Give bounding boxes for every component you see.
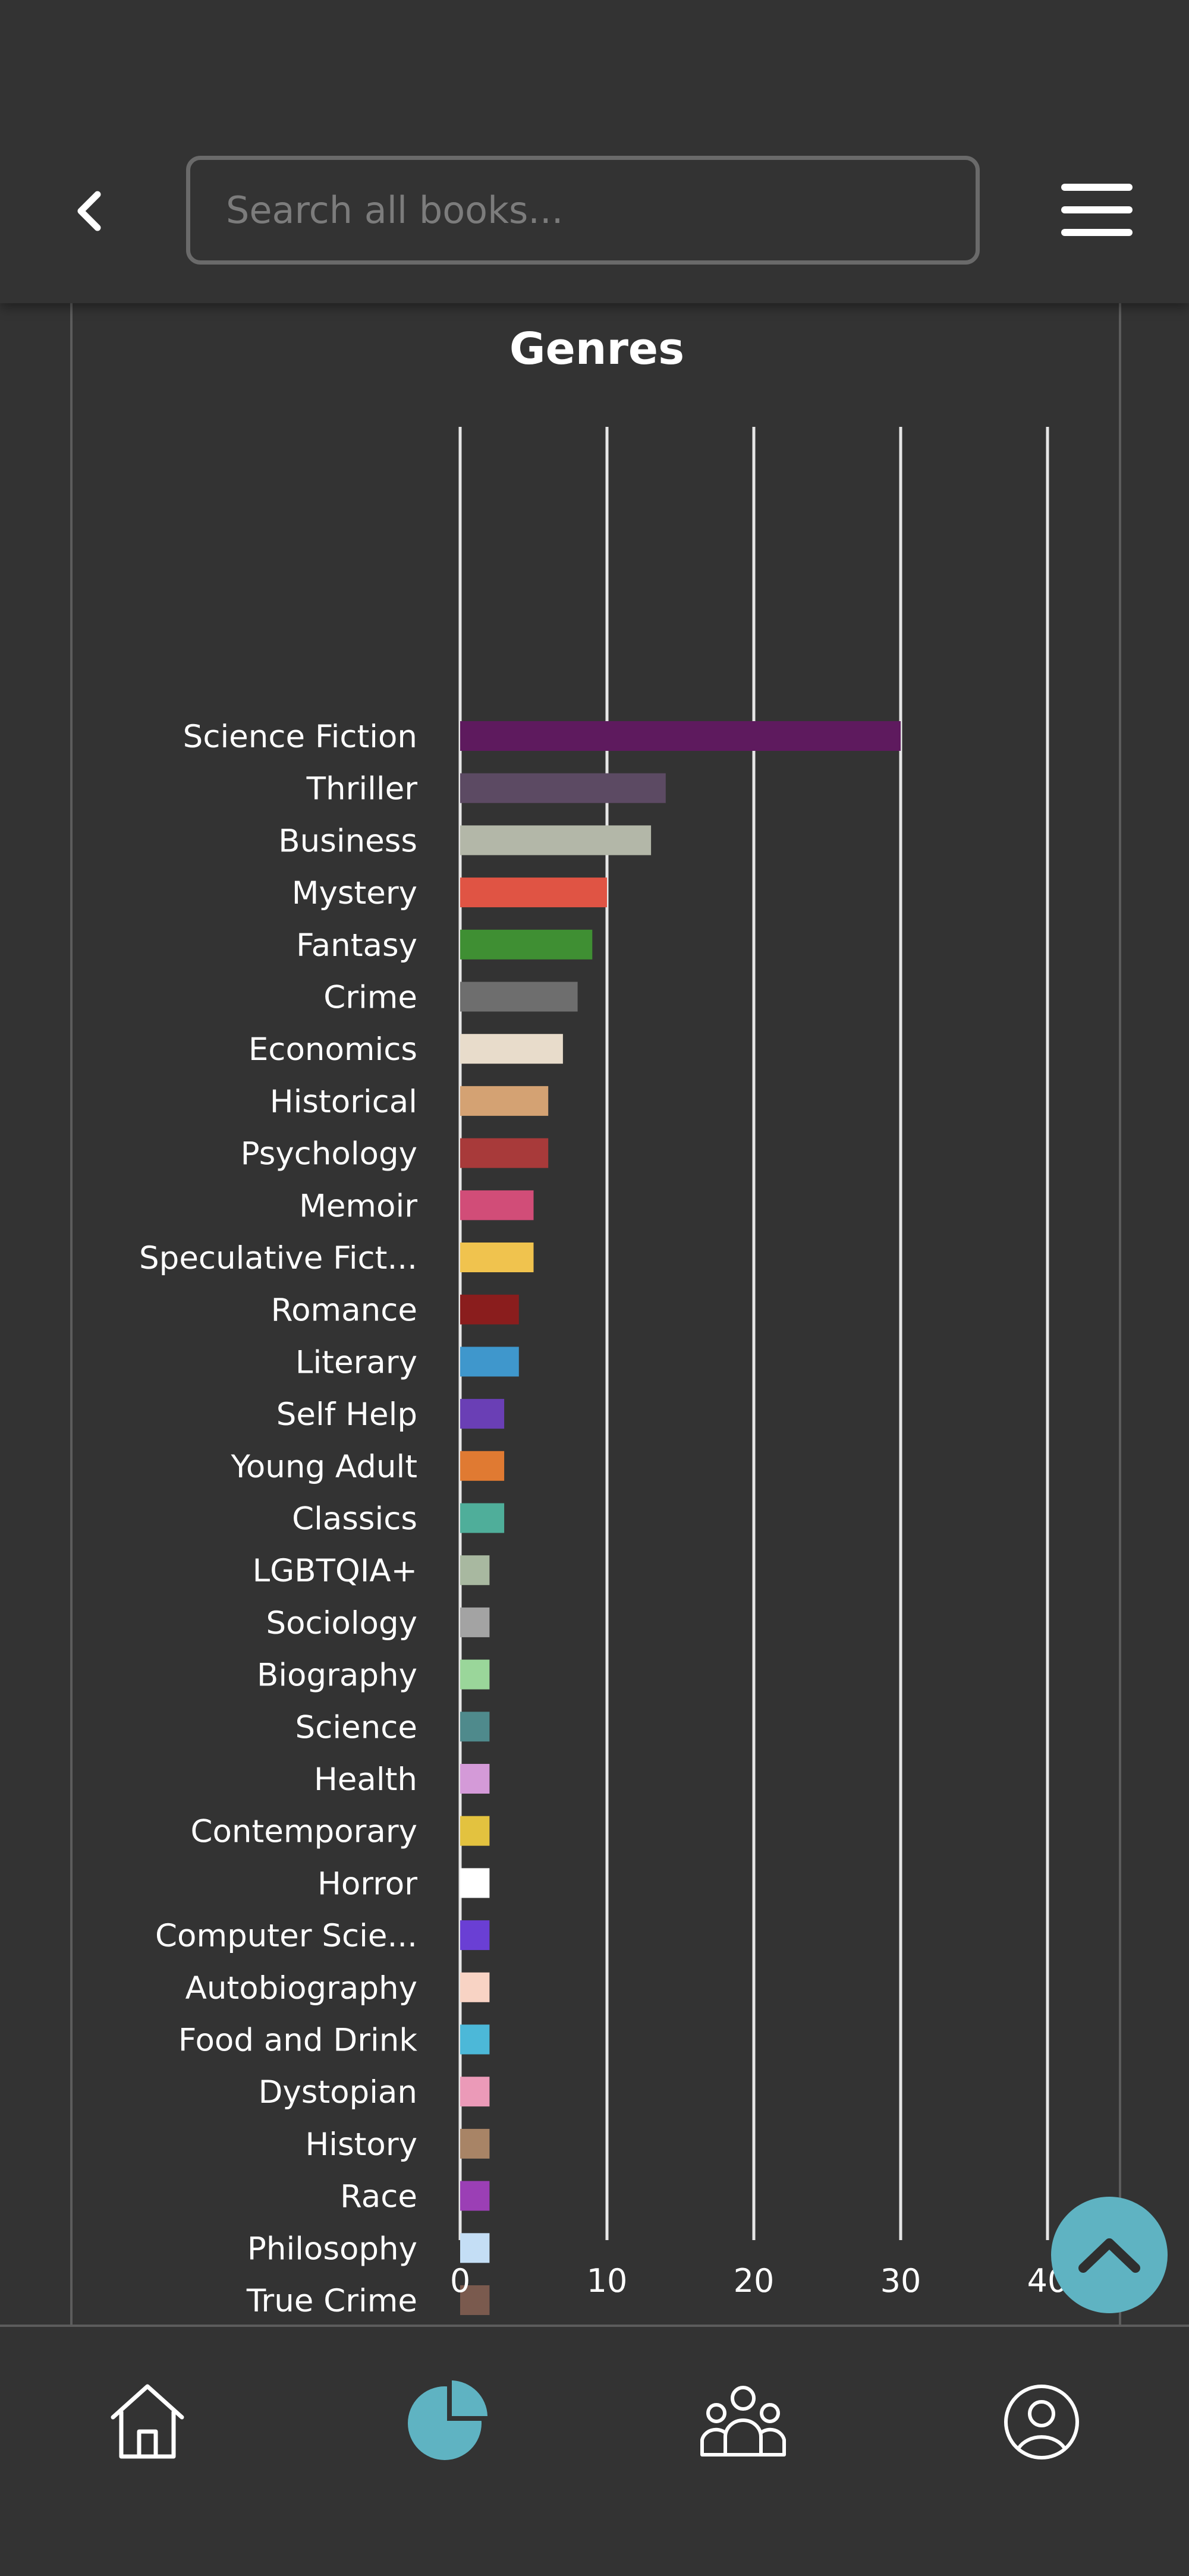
bar	[460, 1294, 519, 1325]
chevron-left-icon	[77, 191, 101, 231]
bottom-navigation	[0, 2325, 1189, 2576]
nav-home[interactable]	[94, 2369, 201, 2476]
bar	[460, 929, 593, 960]
bar	[460, 1868, 490, 1898]
category-label: True Crime	[246, 2283, 417, 2319]
bar	[460, 825, 652, 855]
category-label: Health	[314, 1762, 417, 1798]
bar	[460, 1243, 534, 1272]
category-label: Mystery	[292, 875, 417, 911]
bar	[460, 773, 666, 803]
category-label: Science Fiction	[183, 719, 417, 755]
bar	[460, 2285, 490, 2315]
search-input[interactable]	[186, 156, 980, 265]
category-label: Business	[278, 823, 417, 859]
nav-stats[interactable]	[392, 2369, 499, 2476]
bar	[460, 2128, 490, 2159]
bar	[460, 721, 901, 751]
grid-lines	[458, 427, 1049, 2240]
category-label: Economics	[249, 1031, 417, 1068]
category-label: Autobiography	[185, 1970, 417, 2006]
hamburger-menu-icon	[1061, 184, 1133, 236]
genres-chart: Genres Science Fiction Thriller Business My…	[139, 323, 1068, 2319]
bar	[460, 1920, 490, 1951]
bar	[460, 1086, 549, 1116]
category-label: Young Adult	[231, 1449, 418, 1485]
category-label: LGBTQIA+	[253, 1553, 417, 1589]
category-label: Horror	[317, 1866, 417, 1902]
category-label: Computer Scie...	[155, 1918, 417, 1954]
category-label: Biography	[257, 1657, 417, 1694]
chevron-up-icon	[1078, 2238, 1140, 2273]
category-label: History	[305, 2127, 417, 2163]
category-label: Fantasy	[296, 927, 417, 964]
bar	[460, 1764, 490, 1794]
pie-chart-icon	[408, 2380, 487, 2460]
bar	[460, 1607, 490, 1637]
nav-profile[interactable]	[988, 2369, 1095, 2476]
menu-button[interactable]	[1058, 177, 1135, 243]
category-label: Literary	[295, 1344, 417, 1380]
bar	[460, 877, 607, 908]
bar	[460, 1190, 534, 1221]
category-label: Thriller	[306, 771, 418, 807]
bar	[460, 1503, 505, 1533]
x-tick-label: 20	[734, 2262, 775, 2300]
bar	[460, 2077, 490, 2107]
bar	[460, 1034, 563, 1064]
bar	[460, 1555, 490, 1586]
bar	[460, 1659, 490, 1690]
category-label: Race	[340, 2179, 417, 2215]
chart-title: Genres	[509, 323, 684, 375]
bar	[460, 1138, 549, 1168]
bar	[460, 1347, 519, 1377]
category-label: Philosophy	[247, 2231, 417, 2267]
app-header	[0, 0, 1189, 303]
scroll-to-top-button[interactable]	[1051, 2197, 1168, 2313]
bar	[460, 2024, 490, 2055]
bar	[460, 2233, 490, 2263]
back-button[interactable]	[59, 178, 119, 244]
bars	[460, 721, 901, 2315]
category-label: Contemporary	[190, 1814, 417, 1850]
category-labels: Science Fiction Thriller Business Mystery Fa…	[139, 719, 418, 2319]
category-label: Crime	[323, 980, 417, 1016]
bar	[460, 1816, 490, 1846]
category-label: Romance	[271, 1292, 417, 1329]
category-label: Historical	[270, 1084, 417, 1120]
nav-community[interactable]	[690, 2369, 797, 2476]
bar	[460, 2181, 490, 2211]
category-label: Food and Drink	[178, 2023, 417, 2059]
community-icon	[700, 2386, 786, 2457]
category-label: Self Help	[276, 1396, 417, 1433]
bar	[460, 1712, 490, 1742]
bar	[460, 1399, 505, 1429]
x-tick-label: 10	[587, 2262, 628, 2300]
bar	[460, 1451, 505, 1481]
category-label: Speculative Fict...	[139, 1240, 417, 1276]
category-label: Psychology	[241, 1136, 417, 1172]
home-icon	[111, 2384, 184, 2459]
category-label: Sociology	[266, 1605, 417, 1641]
x-tick-label: 0	[450, 2262, 470, 2300]
profile-icon	[1004, 2385, 1079, 2459]
bar	[460, 1972, 490, 2002]
x-tick-label: 30	[880, 2262, 921, 2300]
category-label: Memoir	[299, 1188, 417, 1224]
genres-chart-panel: Genres Science Fiction Thriller Business My…	[70, 303, 1121, 2325]
x-tick-labels: 0 10 20 30 40	[450, 2262, 1068, 2300]
category-label: Dystopian	[259, 2074, 417, 2111]
category-label: Science	[295, 1709, 417, 1745]
category-label: Classics	[292, 1501, 417, 1537]
bar	[460, 982, 578, 1012]
